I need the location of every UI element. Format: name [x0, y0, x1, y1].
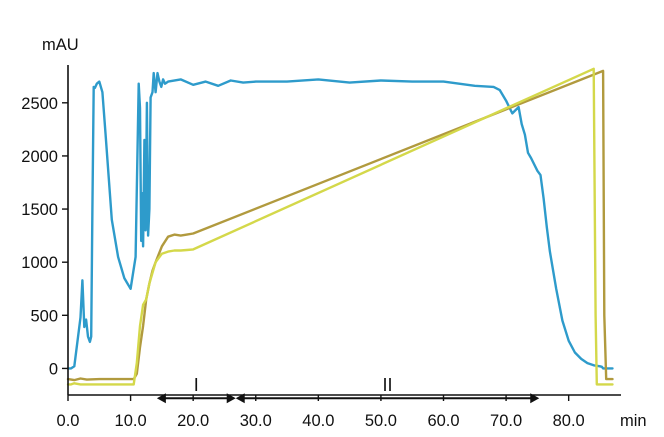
region-1: I — [156, 375, 236, 404]
series-line-3 — [66, 67, 614, 386]
region-annotations: I II — [156, 375, 540, 404]
y-tick-label: 500 — [30, 307, 58, 325]
region-2: II — [235, 375, 540, 404]
y-tick-label: 2000 — [21, 148, 58, 166]
y-ticks: 0 500 1000 1500 2000 2500 — [21, 95, 68, 378]
region-label: I — [194, 375, 199, 395]
series-layer — [66, 67, 614, 386]
region-arrow-head-right — [530, 393, 540, 404]
region-label: II — [382, 375, 392, 395]
x-tick-label: 40.0 — [302, 412, 334, 430]
y-tick-label: 2500 — [21, 95, 58, 113]
series-line-1 — [66, 71, 614, 370]
x-tick-label: 50.0 — [365, 412, 397, 430]
x-tick-label: 20.0 — [177, 412, 209, 430]
region-arrow-head-left — [156, 393, 166, 404]
y-tick-label: 1000 — [21, 254, 58, 272]
y-axis-title: mAU — [42, 36, 79, 54]
region-arrow-head-right — [226, 393, 236, 404]
x-tick-label: 0.0 — [57, 412, 80, 430]
region-arrow-head-left — [235, 393, 245, 404]
x-ticks: 0.0 10.0 20.0 30.0 40.0 50.0 60.0 70.0 80.0 — [57, 395, 585, 430]
y-tick-label: 0 — [49, 360, 58, 378]
x-tick-label: 70.0 — [490, 412, 522, 430]
x-tick-label: 10.0 — [115, 412, 147, 430]
y-tick-label: 1500 — [21, 201, 58, 219]
x-tick-label: 60.0 — [427, 412, 459, 430]
x-tick-label: 30.0 — [240, 412, 272, 430]
x-tick-label: 80.0 — [553, 412, 585, 430]
x-axis-title: min — [620, 412, 647, 430]
axes-layer — [67, 65, 621, 396]
